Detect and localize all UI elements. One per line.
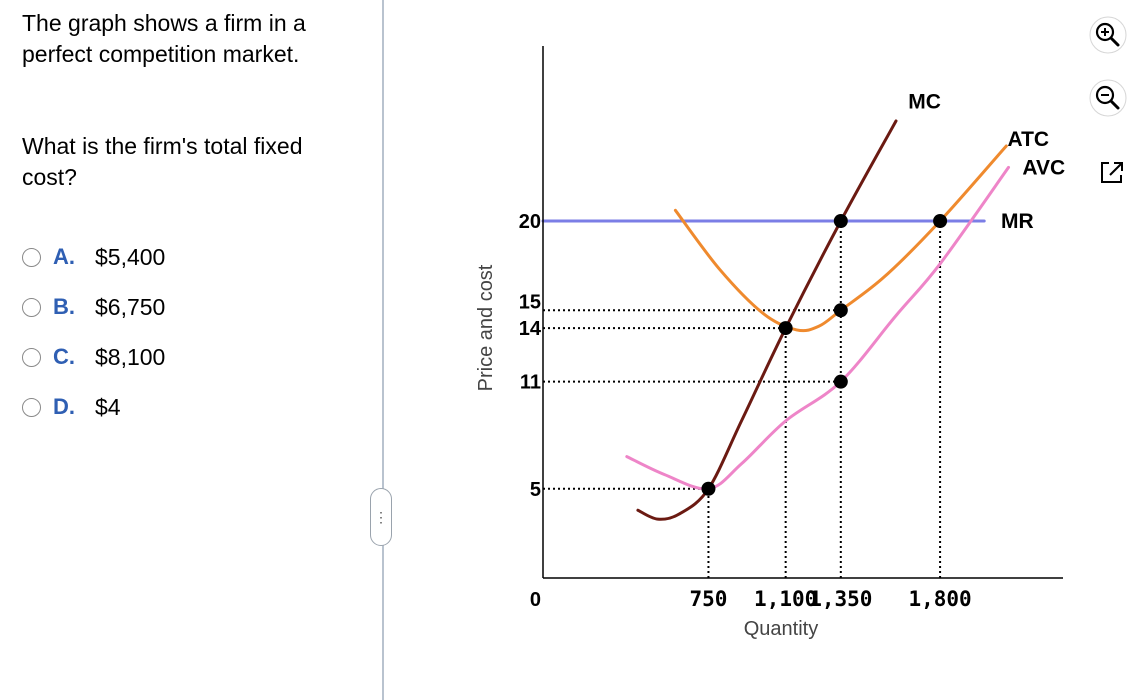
mc-label: MC	[908, 90, 941, 113]
x-tick-label-1-800: 1,800	[908, 587, 971, 611]
radio-a[interactable]	[22, 247, 41, 267]
point-4	[833, 374, 848, 389]
marked-points	[701, 214, 948, 496]
option-d-value: $4	[95, 393, 121, 420]
option-a[interactable]: A. $5,400	[22, 240, 165, 274]
dotted-guides	[543, 221, 942, 578]
x-axis-label: Quantity	[744, 618, 818, 640]
origin-label: 0	[530, 589, 541, 611]
option-d-letter: D.	[53, 394, 75, 419]
zoom-out-icon	[1095, 85, 1120, 110]
question-pane: The graph shows a firm in a perfect comp…	[0, 0, 382, 700]
question-prompt: What is the firm's total fixed cost?	[22, 133, 303, 190]
option-d[interactable]: D. $4	[22, 390, 121, 424]
avc-curve	[625, 165, 1010, 491]
question-intro: The graph shows a firm in a perfect comp…	[22, 10, 306, 67]
option-c[interactable]: C. $8,100	[22, 340, 165, 374]
option-c-letter: C.	[53, 344, 75, 369]
mr-label: MR	[1001, 210, 1034, 233]
x-tick-label-1-100: 1,100	[754, 587, 817, 611]
zoom-out-button[interactable]	[1089, 79, 1127, 117]
option-a-letter: A.	[53, 244, 75, 269]
avc-label: AVC	[1022, 156, 1065, 179]
point-5	[701, 481, 716, 496]
point-2	[833, 303, 848, 318]
atc-label: ATC	[1008, 128, 1050, 151]
option-b-value: $6,750	[95, 293, 166, 320]
zoom-in-button[interactable]	[1089, 16, 1127, 54]
y-tick-label-14: 14	[519, 318, 542, 340]
y-tick-label-5: 5	[530, 479, 541, 501]
x-tick-label-1-350: 1,350	[809, 587, 872, 611]
radio-c[interactable]	[22, 347, 41, 367]
y-tick-label-11: 11	[520, 372, 541, 394]
mc-curve	[636, 119, 898, 521]
point-1	[933, 214, 948, 228]
point-0	[833, 214, 848, 228]
y-tick-label-20: 20	[519, 211, 541, 233]
x-tick-label-750: 750	[689, 587, 727, 611]
option-a-value: $5,400	[95, 243, 166, 270]
axis-and-curve-labels: 0 Quantity Price and cost 20 15 14 11 5 750 1,…	[475, 90, 1065, 640]
option-b[interactable]: B. $6,750	[22, 290, 165, 324]
zoom-in-icon	[1095, 22, 1120, 47]
open-in-new-button[interactable]	[1094, 158, 1124, 188]
axes	[542, 46, 1063, 579]
radio-d[interactable]	[22, 397, 41, 417]
option-c-value: $8,100	[95, 343, 166, 370]
point-3	[778, 321, 793, 336]
open-in-new-icon	[1101, 162, 1123, 183]
y-axis-label: Price and cost	[475, 264, 497, 391]
radio-b[interactable]	[22, 297, 41, 317]
pane-divider	[382, 0, 384, 700]
option-b-letter: B.	[53, 294, 75, 319]
y-tick-label-15: 15	[519, 291, 541, 313]
drag-handle-grip: ⋮	[374, 509, 388, 525]
curves	[541, 119, 1010, 521]
divider-drag-handle[interactable]: ⋮	[370, 488, 392, 546]
